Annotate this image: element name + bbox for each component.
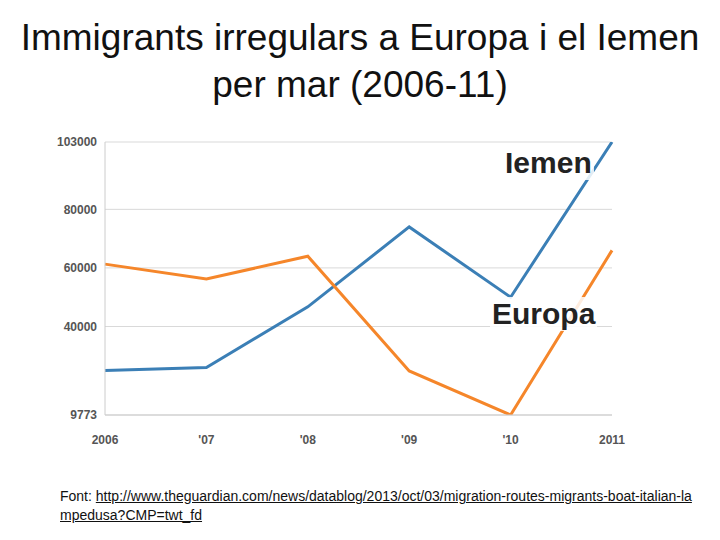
html-text:Font: http://www.theguardian.c: Font: http://www.theguardian.com/news/da… <box>60 488 692 523</box>
html-text:Europa: Europa <box>492 297 596 330</box>
svg-text:'08: '08 <box>300 433 317 447</box>
html-text:Immigrants irregulars a Europa: Immigrants irregulars a Europa i el Ieme… <box>20 17 700 105</box>
svg-text:80000: 80000 <box>64 203 98 217</box>
svg-text:'10: '10 <box>502 433 519 447</box>
svg-text:'07: '07 <box>198 433 215 447</box>
svg-text:2011: 2011 <box>599 433 625 447</box>
svg-text:2006: 2006 <box>92 433 119 447</box>
svg-text:103000: 103000 <box>57 135 97 149</box>
html-text:Iemen: Iemen <box>505 146 592 179</box>
svg-text:60000: 60000 <box>64 261 98 275</box>
svg-text:9773: 9773 <box>70 408 97 422</box>
svg-text:40000: 40000 <box>64 320 98 334</box>
svg-text:'09: '09 <box>401 433 418 447</box>
